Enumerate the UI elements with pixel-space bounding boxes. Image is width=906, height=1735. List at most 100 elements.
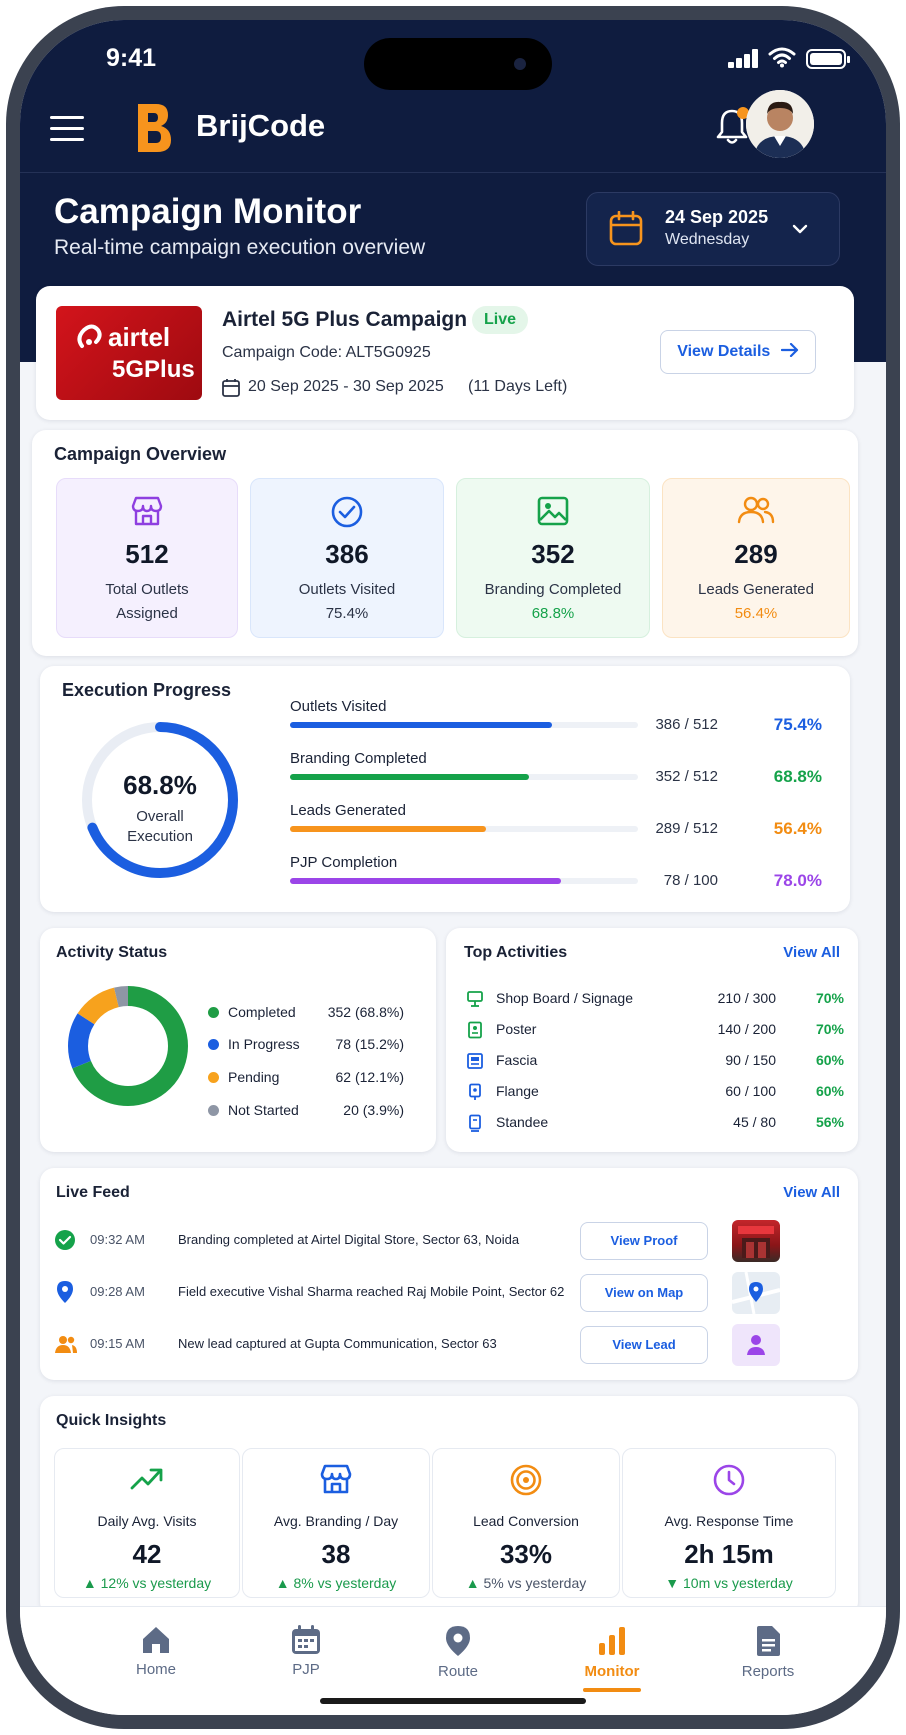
insight-avg-branding[interactable]: Avg. Branding / Day 38 ▲ 8% vs yesterday <box>242 1448 430 1598</box>
insight-change-text: 5% vs yesterday <box>483 1575 587 1591</box>
feed-time: 09:32 AM <box>90 1232 145 1247</box>
insight-value: 42 <box>132 1539 162 1569</box>
insight-lead-conversion[interactable]: Lead Conversion 33% ▲ 5% vs yesterday <box>432 1448 620 1598</box>
nav-monitor[interactable]: Monitor <box>552 1625 672 1692</box>
trend-up-icon: ▲ <box>82 1575 101 1591</box>
stat-sub: Assigned <box>116 605 178 622</box>
clock-icon <box>713 1464 745 1496</box>
progress-track <box>290 774 638 780</box>
campaign-days-left: (11 Days Left) <box>468 378 568 395</box>
insight-label: Lead Conversion <box>473 1513 579 1529</box>
calendar-small-icon <box>222 379 240 397</box>
standee-icon <box>469 1114 481 1132</box>
view-details-button[interactable]: View Details <box>660 330 816 374</box>
campaign-date-range: 20 Sep 2025 - 30 Sep 2025 <box>248 378 444 395</box>
feed-time: 09:28 AM <box>90 1284 145 1299</box>
stat-sub: 75.4% <box>325 605 369 622</box>
legend-value: 20 (3.9%) <box>343 1102 404 1118</box>
activity-row[interactable]: Shop Board / Signage 210 / 300 70% <box>464 988 846 1010</box>
progress-count: 352 / 512 <box>655 768 718 785</box>
top-activities-view-all[interactable]: View All <box>783 944 840 961</box>
nav-reports[interactable]: Reports <box>708 1625 828 1680</box>
progress-count: 289 / 512 <box>655 820 718 837</box>
stat-total-outlets[interactable]: 512 Total Outlets Assigned <box>56 478 238 638</box>
poster-icon <box>468 1021 482 1039</box>
insight-response-time[interactable]: Avg. Response Time 2h 15m ▼ 10m vs yeste… <box>622 1448 836 1598</box>
location-pin-icon <box>57 1281 73 1303</box>
insight-change: ▲ 8% vs yesterday <box>243 1575 429 1591</box>
stat-label: Outlets Visited <box>298 581 396 598</box>
target-icon <box>510 1464 542 1496</box>
app-screen: 9:41 BrijCode Campaign Monitor Real-time… <box>20 20 886 1715</box>
stat-outlets-visited[interactable]: 386 Outlets Visited 75.4% <box>250 478 444 638</box>
notification-bell-icon[interactable] <box>714 106 750 146</box>
view-on-map-button[interactable]: View on Map <box>580 1274 708 1312</box>
bottom-navigation: Home PJP Route Monitor Reports <box>20 1606 886 1715</box>
nav-home[interactable]: Home <box>96 1625 216 1678</box>
donut-segment-not-started <box>68 986 188 1106</box>
selected-date: 24 Sep 2025 <box>665 207 769 227</box>
live-feed-view-all[interactable]: View All <box>783 1184 840 1201</box>
progress-percent: 68.8% <box>773 767 822 786</box>
progress-count: 78 / 100 <box>663 872 718 889</box>
image-icon <box>537 496 569 526</box>
store-photo-thumbnail[interactable] <box>732 1220 780 1262</box>
feed-item: 09:15 AM New lead captured at Gupta Comm… <box>54 1322 844 1368</box>
stat-branding-completed[interactable]: 352 Branding Completed 68.8% <box>456 478 650 638</box>
hamburger-menu-icon[interactable] <box>50 116 84 142</box>
nav-route[interactable]: Route <box>398 1625 518 1680</box>
nav-pjp[interactable]: PJP <box>246 1625 366 1678</box>
calendar-icon <box>292 1625 320 1654</box>
activity-name: Standee <box>496 1114 549 1130</box>
overall-execution-ring <box>82 722 238 878</box>
user-avatar[interactable] <box>746 90 814 158</box>
view-proof-button[interactable]: View Proof <box>580 1222 708 1260</box>
lead-thumbnail[interactable] <box>732 1324 780 1366</box>
trend-down-icon: ▼ <box>665 1575 684 1591</box>
insight-change: ▲ 12% vs yesterday <box>55 1575 239 1591</box>
insight-label: Daily Avg. Visits <box>97 1513 197 1529</box>
status-time: 9:41 <box>106 44 157 72</box>
legend-name: Pending <box>228 1069 280 1085</box>
check-circle-filled-icon <box>55 1230 75 1250</box>
feed-text: New lead captured at Gupta Communication… <box>178 1336 497 1351</box>
progress-track <box>290 722 638 728</box>
insight-daily-visits[interactable]: Daily Avg. Visits 42 ▲ 12% vs yesterday <box>54 1448 240 1598</box>
location-pin-icon <box>446 1626 470 1656</box>
activity-name: Flange <box>496 1083 539 1099</box>
stat-leads-generated[interactable]: 289 Leads Generated 56.4% <box>662 478 850 638</box>
activity-percent: 56% <box>815 1114 844 1130</box>
map-pin-icon <box>731 1271 781 1315</box>
overall-percent: 68.8% <box>123 770 197 800</box>
activity-row[interactable]: Fascia 90 / 150 60% <box>464 1050 846 1072</box>
insight-label: Avg. Branding / Day <box>273 1513 399 1529</box>
campaign-logo-product: 5GPlus <box>112 356 195 383</box>
campaign-title: Airtel 5G Plus Campaign <box>222 308 468 331</box>
campaign-overview-card: Campaign Overview 512 Total Outlets Assi… <box>32 430 858 656</box>
insight-change-text: 12% vs yesterday <box>100 1575 212 1591</box>
activity-percent: 70% <box>815 990 844 1006</box>
live-badge: Live <box>472 306 529 334</box>
users-icon <box>737 496 775 524</box>
donut-segment-in-progress <box>68 986 188 1106</box>
activity-count: 140 / 200 <box>717 1021 776 1037</box>
stat-sub: 68.8% <box>531 605 575 622</box>
trend-up-icon: ▲ <box>275 1575 294 1591</box>
camera-dot <box>514 58 526 70</box>
insight-change-text: 8% vs yesterday <box>293 1575 397 1591</box>
feed-text: Field executive Vishal Sharma reached Ra… <box>178 1284 565 1299</box>
battery-icon <box>806 49 850 69</box>
activity-row[interactable]: Standee 45 / 80 56% <box>464 1112 846 1134</box>
overview-title: Campaign Overview <box>54 444 227 464</box>
active-tab-indicator <box>583 1688 641 1692</box>
map-thumbnail[interactable] <box>731 1271 781 1315</box>
overall-label-1: Overall <box>136 808 184 825</box>
date-picker[interactable]: 24 Sep 2025 Wednesday <box>586 192 840 266</box>
legend-name: In Progress <box>228 1036 300 1052</box>
activity-row[interactable]: Poster 140 / 200 70% <box>464 1019 846 1041</box>
view-lead-button[interactable]: View Lead <box>580 1326 708 1364</box>
progress-count: 386 / 512 <box>655 716 718 733</box>
activity-row[interactable]: Flange 60 / 100 60% <box>464 1081 846 1103</box>
fascia-icon <box>467 1053 483 1069</box>
legend-value: 62 (12.1%) <box>335 1069 404 1085</box>
